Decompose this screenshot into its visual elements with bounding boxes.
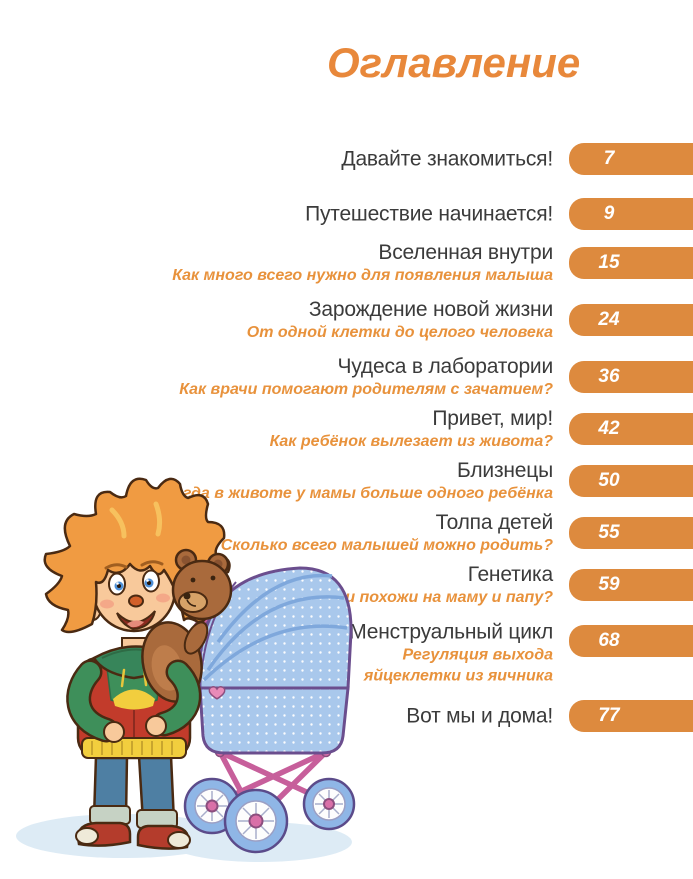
toc-entry[interactable]: Путешествие начинается! 9 [0, 198, 693, 230]
toc-entry-text: Давайте знакомиться! [341, 147, 553, 172]
toc-entry-title: Чудеса в лаборатории [337, 355, 554, 378]
toc-entry-subtitle: Регуляция выхода яйцеклетки из яичника [363, 646, 553, 685]
toc-entry-subtitle: Сколько всего малышей можно родить? [220, 537, 553, 554]
toc-entry-title: Путешествие начинается! [305, 202, 553, 226]
toc-entry-title: Вот мы и дома! [406, 704, 553, 728]
toc-entry[interactable]: Близнецы Когда в животе у мамы больше од… [0, 459, 693, 502]
toc-entry-subtitle: Как ребёнок вылезает из живота? [269, 433, 553, 450]
toc-entry[interactable]: Привет, мир! Как ребёнок вылезает из жив… [0, 407, 693, 450]
page-title: Оглавление [327, 39, 581, 86]
toc-entry-text: Близнецы Когда в животе у мамы больше од… [164, 458, 553, 504]
page-number-badge[interactable]: 59 [569, 569, 693, 601]
toc-entry-title: Давайте знакомиться! [341, 147, 553, 171]
page-number: 7 [603, 148, 615, 169]
toc-entry-text: Толпа детей Сколько всего малышей можно … [220, 510, 554, 556]
toc-entry-text: Вот мы и дома! [406, 704, 553, 729]
toy-pram [183, 566, 356, 854]
heart-ornament [208, 686, 226, 700]
page-number-badge[interactable]: 42 [569, 413, 693, 445]
toc-entry-text: Путешествие начинается! [305, 202, 553, 227]
toc-entry[interactable]: Толпа детей Сколько всего малышей можно … [0, 511, 693, 554]
boy-arms [66, 659, 202, 743]
toc-entry-subtitle: Как много всего нужно для появления малы… [172, 267, 553, 284]
toc-entry-title: Генетика [467, 563, 554, 586]
toc-entry-text: Вселенная внутри Как много всего нужно д… [172, 240, 553, 286]
toc-entry-text: Зарождение новой жизни От одной клетки д… [247, 297, 553, 343]
toc-entry[interactable]: Давайте знакомиться! 7 [0, 143, 693, 175]
toc-entry-title: Зарождение новой жизни [308, 298, 553, 321]
page-number-badge[interactable]: 55 [569, 517, 693, 549]
page-number: 36 [598, 366, 620, 387]
page-number-badge[interactable]: 7 [569, 143, 693, 175]
page-number: 68 [598, 630, 620, 651]
page-number-badge[interactable]: 36 [569, 361, 693, 393]
page-number-badge[interactable]: 68 [569, 625, 693, 657]
toc-entry-title: Близнецы [457, 459, 553, 482]
toc-entry-title: Вселенная внутри [378, 241, 553, 264]
page-number-badge[interactable]: 15 [569, 247, 693, 279]
page-number: 9 [603, 203, 615, 224]
illustration-drawing [16, 477, 356, 862]
page-number: 42 [598, 418, 620, 439]
toc-entry-subtitle: От одной клетки до целого человека [246, 324, 553, 341]
toc-entry-text: Чудеса в лаборатории Как врачи помогают … [179, 354, 553, 400]
toc-entry[interactable]: Менструальный цикл Регуляция выхода яйце… [0, 621, 693, 685]
toc-entry-title: Менструальный цикл [349, 620, 553, 644]
page-number: 59 [598, 574, 620, 595]
page-number: 55 [598, 522, 620, 543]
page-number-badge[interactable]: 9 [569, 198, 693, 230]
toc-entry[interactable]: Вот мы и дома! 77 [0, 700, 693, 732]
toc-entry[interactable]: Чудеса в лаборатории Как врачи помогают … [0, 355, 693, 398]
page-number: 24 [598, 309, 620, 330]
illustration-boy-with-teddy-and-pram [12, 470, 362, 870]
toc-entry-title: Привет, мир! [432, 407, 553, 430]
page-number-badge[interactable]: 24 [569, 304, 693, 336]
toc-entry[interactable]: Вселенная внутри Как много всего нужно д… [0, 241, 693, 284]
pram-wheels [183, 777, 356, 854]
toc-entry-subtitle: Как врачи помогают родителям с зачатием? [179, 381, 553, 398]
toc-entry[interactable]: Зарождение новой жизни От одной клетки д… [0, 298, 693, 341]
toc-entry-text: Привет, мир! Как ребёнок вылезает из жив… [269, 406, 554, 452]
page-number-badge[interactable]: 50 [569, 465, 693, 497]
toc-entry-text: Менструальный цикл Регуляция выхода яйце… [349, 620, 553, 687]
page-number: 15 [598, 252, 620, 273]
toc-entry-title: Толпа детей [435, 511, 554, 534]
page-number: 77 [598, 705, 620, 726]
page-number-badge[interactable]: 77 [569, 700, 693, 732]
page-number: 50 [598, 470, 620, 491]
